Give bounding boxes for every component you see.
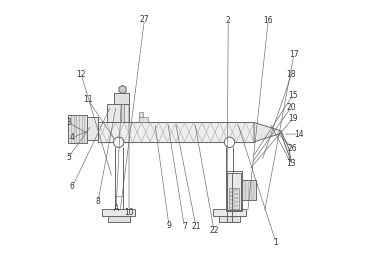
Bar	[226, 171, 242, 211]
Circle shape	[224, 137, 234, 148]
Bar	[120, 104, 124, 123]
Bar	[87, 117, 98, 140]
Bar	[108, 216, 129, 222]
Bar	[219, 216, 240, 222]
Text: 14: 14	[294, 130, 304, 139]
Polygon shape	[119, 85, 126, 94]
Text: 12: 12	[77, 70, 86, 79]
Text: 16: 16	[263, 16, 273, 25]
Text: 7: 7	[182, 222, 187, 231]
Text: 4: 4	[70, 133, 75, 143]
Text: 3: 3	[66, 118, 71, 127]
Text: 13: 13	[286, 159, 296, 168]
Text: 19: 19	[288, 114, 297, 123]
Text: 8: 8	[96, 196, 101, 206]
Circle shape	[114, 137, 124, 148]
Bar	[68, 115, 87, 143]
Text: 2: 2	[226, 16, 231, 25]
Text: 17: 17	[289, 50, 299, 59]
Bar	[102, 209, 135, 216]
Bar	[229, 188, 239, 209]
Bar	[98, 123, 254, 142]
Polygon shape	[254, 123, 281, 142]
Text: 6: 6	[70, 183, 75, 191]
Bar	[242, 180, 256, 200]
Bar	[213, 209, 246, 216]
Text: 18: 18	[286, 70, 296, 79]
Bar	[107, 104, 129, 123]
Text: 26: 26	[288, 144, 297, 153]
Bar	[140, 117, 148, 123]
Text: 11: 11	[83, 95, 92, 104]
Text: 20: 20	[286, 103, 296, 112]
Text: 27: 27	[140, 15, 149, 24]
Text: 22: 22	[209, 226, 219, 235]
Text: 1: 1	[273, 238, 278, 247]
Text: 21: 21	[191, 222, 201, 231]
Text: 5: 5	[66, 153, 71, 162]
Bar	[114, 93, 129, 104]
Text: 15: 15	[288, 91, 297, 100]
Bar	[227, 173, 241, 210]
Bar	[140, 112, 143, 117]
Text: 10: 10	[124, 208, 134, 217]
Text: A: A	[113, 204, 119, 213]
Text: 9: 9	[166, 221, 171, 230]
